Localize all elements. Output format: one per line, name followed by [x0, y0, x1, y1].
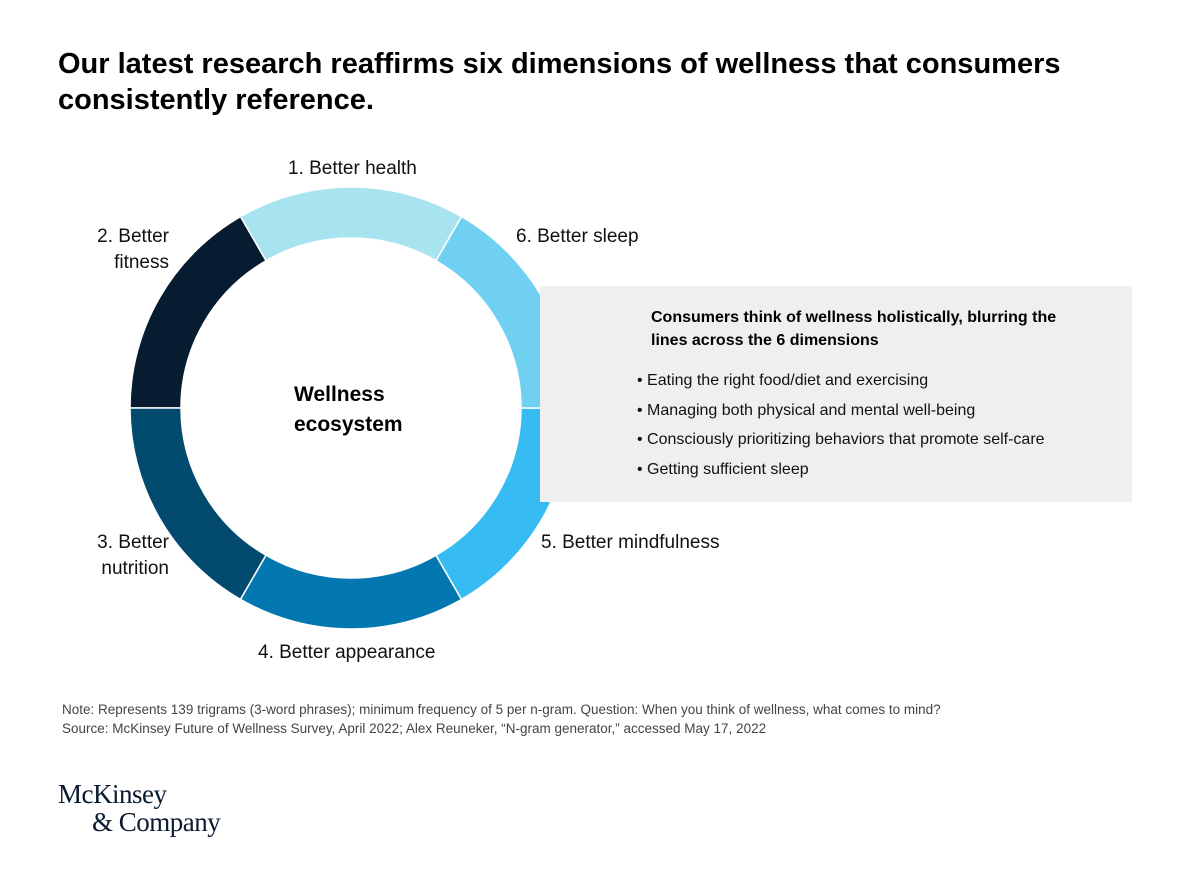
label-better-fitness-line-1: 2. Better	[97, 226, 169, 247]
panel-bullet-list: Eating the right food/diet and exercisin…	[637, 366, 1045, 484]
panel-heading-line-2: lines across the 6 dimensions	[651, 332, 879, 349]
bullet-item: Eating the right food/diet and exercisin…	[637, 366, 1045, 396]
label-better-health-text: 1. Better health	[288, 158, 417, 179]
center-label-line-1: Wellness	[294, 383, 385, 406]
mckinsey-logo: McKinsey & Company	[58, 779, 221, 837]
title-line-1: Our latest research reaffirms six dimens…	[58, 48, 1061, 80]
title-line-2: consistently reference.	[58, 84, 374, 116]
panel-heading: Consumers think of wellness holistically…	[651, 306, 1121, 352]
segment-better-appearance	[239, 554, 463, 630]
note-text: Note: Represents 139 trigrams (3-word ph…	[62, 702, 941, 717]
bullet-item: Getting sufficient sleep	[637, 455, 1045, 485]
label-better-fitness-line-2: fitness	[114, 252, 169, 273]
label-better-fitness: 2. Better fitness	[60, 224, 169, 276]
label-better-appearance: 4. Better appearance	[258, 640, 435, 666]
bullet-item: Consciously prioritizing behaviors that …	[637, 425, 1045, 455]
label-better-sleep-text: 6. Better sleep	[516, 226, 639, 247]
label-better-nutrition-line-2: nutrition	[101, 558, 169, 579]
panel-heading-line-1: Consumers think of wellness holistically…	[651, 309, 1057, 326]
center-label: Wellness ecosystem	[294, 380, 403, 440]
center-label-line-2: ecosystem	[294, 413, 403, 436]
label-better-mindfulness-text: 5. Better mindfulness	[541, 532, 720, 553]
label-better-nutrition: 3. Better nutrition	[50, 530, 169, 582]
footnotes: Note: Represents 139 trigrams (3-word ph…	[62, 700, 1162, 738]
logo-line-2: & Company	[92, 807, 221, 837]
insight-panel: Consumers think of wellness holistically…	[540, 286, 1132, 502]
page-title: Our latest research reaffirms six dimens…	[58, 46, 1138, 118]
label-better-mindfulness: 5. Better mindfulness	[541, 530, 719, 556]
label-better-health: 1. Better health	[288, 156, 417, 182]
label-better-appearance-text: 4. Better appearance	[258, 642, 436, 663]
label-better-sleep: 6. Better sleep	[516, 224, 639, 250]
label-better-nutrition-line-1: 3. Better	[97, 532, 169, 553]
bullet-item: Managing both physical and mental well-b…	[637, 396, 1045, 426]
source-text: Source: McKinsey Future of Wellness Surv…	[62, 721, 767, 736]
segment-better-health	[239, 186, 463, 262]
logo-line-1: McKinsey	[58, 779, 167, 809]
